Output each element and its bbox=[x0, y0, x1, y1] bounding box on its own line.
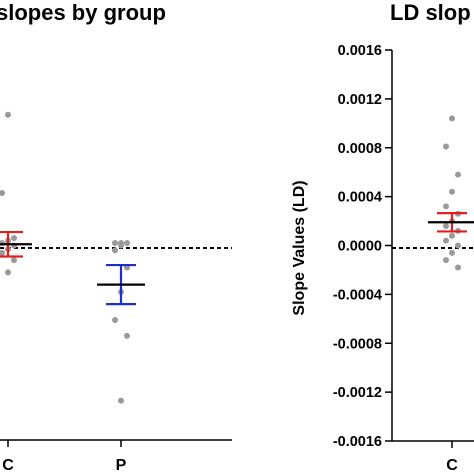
y-tick-label: -0.0012 bbox=[333, 385, 382, 401]
data-point bbox=[124, 240, 130, 247]
data-point bbox=[455, 242, 461, 249]
right-y-ticks: 0.0016 0.0012 0.0008 0.0004 0.0000 -0.0004 -0.… bbox=[333, 43, 392, 450]
data-point bbox=[443, 237, 449, 244]
data-point bbox=[124, 332, 130, 339]
right-category-label-c: C bbox=[446, 457, 458, 474]
y-tick-label: -0.0008 bbox=[333, 336, 382, 352]
data-point bbox=[455, 264, 461, 271]
data-point bbox=[0, 189, 5, 196]
data-point bbox=[118, 397, 124, 404]
y-tick-label: 0.0012 bbox=[338, 92, 382, 108]
data-point bbox=[112, 247, 118, 254]
left-chart-title: slopes by group bbox=[0, 0, 166, 25]
y-tick-label: -0.0016 bbox=[333, 434, 382, 450]
data-point bbox=[443, 222, 449, 229]
data-point bbox=[449, 115, 455, 122]
data-point bbox=[11, 257, 17, 264]
data-point bbox=[455, 171, 461, 178]
right-chart-title: LD slop bbox=[390, 0, 471, 25]
y-tick-label: 0.0016 bbox=[338, 43, 382, 59]
data-point bbox=[449, 249, 455, 256]
left-chart-panel: slopes by group C P bbox=[0, 0, 232, 474]
left-category-label-p: P bbox=[116, 457, 127, 474]
data-point bbox=[443, 143, 449, 150]
right-y-axis-title: Slope Values (LD) bbox=[291, 180, 308, 315]
y-tick-label: 0.0004 bbox=[338, 190, 382, 206]
data-point bbox=[11, 235, 17, 242]
data-point bbox=[5, 111, 11, 118]
data-point bbox=[443, 203, 449, 210]
data-point bbox=[118, 242, 124, 249]
data-point bbox=[449, 232, 455, 239]
data-point bbox=[0, 249, 5, 256]
y-tick-label: 0.0008 bbox=[338, 141, 382, 157]
data-point bbox=[443, 257, 449, 264]
y-tick-label: -0.0004 bbox=[333, 287, 382, 303]
y-tick-label: 0.0000 bbox=[338, 239, 382, 255]
right-chart-marks bbox=[428, 115, 474, 271]
data-point bbox=[112, 240, 118, 247]
data-point bbox=[5, 269, 11, 276]
data-point bbox=[449, 188, 455, 195]
right-chart-panel: LD slop Slope Values (LD) C 0.0016 0.0012… bbox=[291, 0, 474, 474]
left-chart-marks bbox=[0, 111, 145, 404]
data-point bbox=[112, 317, 118, 324]
left-category-label-c: C bbox=[2, 457, 14, 474]
